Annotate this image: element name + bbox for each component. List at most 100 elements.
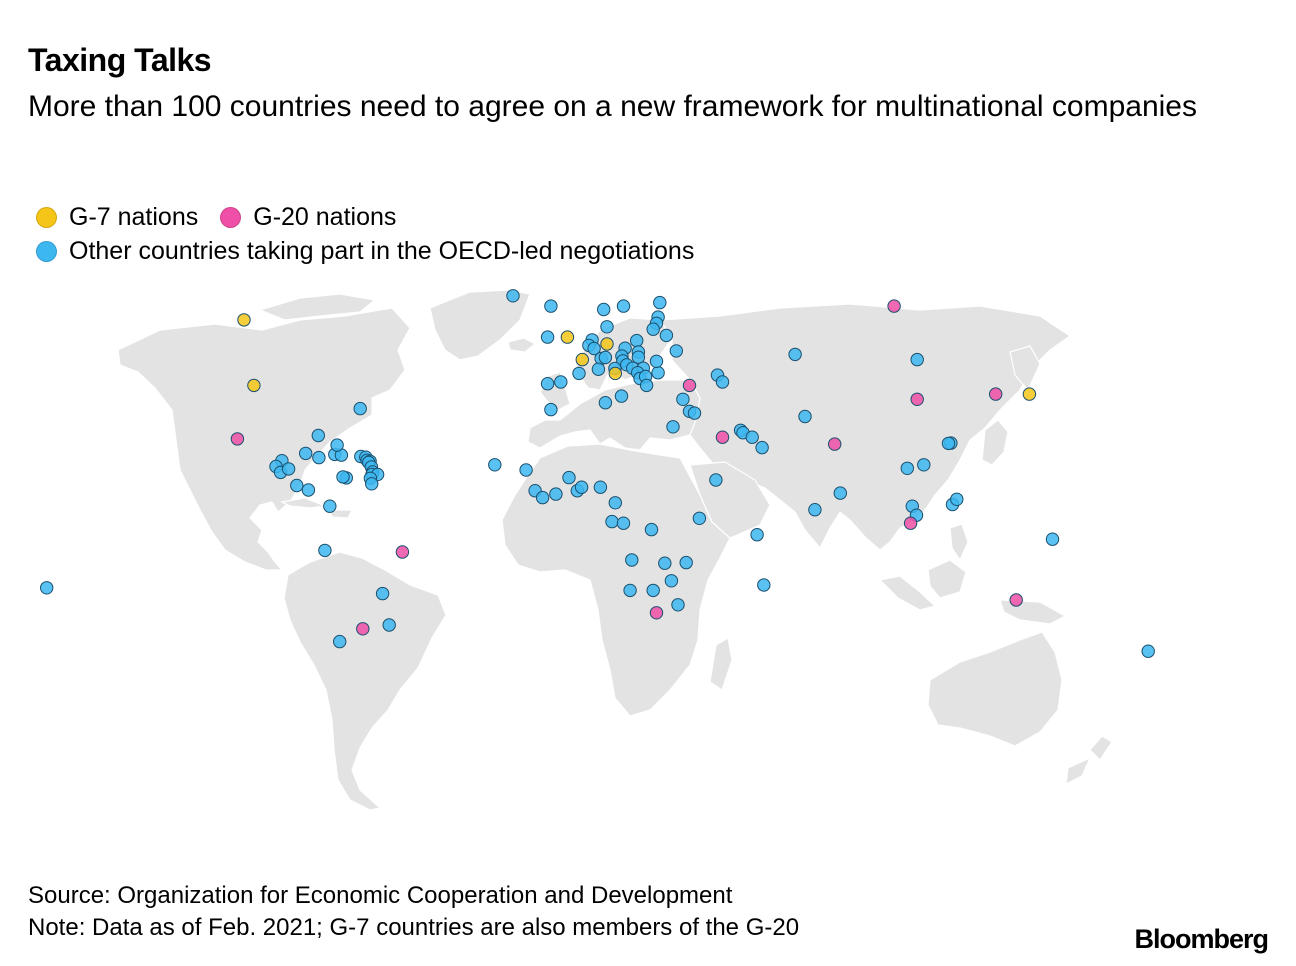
note-text: Note: Data as of Feb. 2021; G-7 countrie… [28,912,799,944]
country-marker-canada [238,314,250,326]
country-marker-sweden [617,300,629,312]
legend-label-g20: G-20 nations [253,203,396,232]
country-marker-macau [942,437,954,449]
legend-label-g7: G-7 nations [69,203,198,232]
country-marker-mauritius [758,579,770,591]
country-marker-djibouti [710,474,722,486]
country-marker-bulgaria [652,367,664,379]
country-marker-italy [609,367,621,379]
source-text: Source: Organization for Economic Cooper… [28,880,799,912]
country-marker-india [829,438,841,450]
country-marker-tunisia [599,397,611,409]
country-marker-china [911,393,923,405]
g20-legend-dot-icon [220,207,241,228]
country-marker-malawi [680,556,692,568]
country-marker-congo [617,517,629,529]
country-marker-peru [319,544,331,556]
country-marker-senegal [520,464,532,476]
country-marker-jamaica [313,451,325,463]
country-marker-denmark [601,321,613,333]
country-marker-chile [334,635,346,647]
country-marker-gabon [606,515,618,527]
country-marker-angola [626,554,638,566]
world-map [0,280,1296,820]
country-marker-russia [888,300,900,312]
land-iceland [508,338,535,352]
country-marker-mongolia [911,353,923,365]
country-marker-paraguay [376,587,388,599]
country-marker-south-africa [650,607,662,619]
country-marker-honduras [282,463,294,475]
country-marker-new-zealand [1142,645,1154,657]
country-marker-zambia [659,557,671,569]
country-marker-turks-and-caicos [331,439,343,451]
land-south-america [284,552,446,810]
country-marker-finland [654,296,666,308]
country-marker-brazil [396,546,408,558]
country-marker-united-kingdom [561,331,573,343]
country-marker-norway [598,303,610,315]
land-borneo [928,560,966,598]
country-marker-faroe-islands [545,300,557,312]
country-marker-turkey [683,379,695,391]
country-marker-thailand [901,462,913,474]
land-north-america [118,308,410,570]
country-marker-bahamas [312,429,324,441]
country-marker-panama [302,484,314,496]
country-marker-poland [631,334,643,346]
country-marker-malta [615,390,627,402]
legend: G-7 nations G-20 nations Other countries… [36,200,716,268]
country-marker-eswatini [672,599,684,611]
country-marker-botswana [647,584,659,596]
country-marker-aruba [337,471,349,483]
g7-legend-dot-icon [36,207,57,228]
land-sumatra-borneo [880,576,935,610]
land-australia [928,632,1062,746]
country-marker-sri-lanka [834,487,846,499]
country-marker-cabo-verde [489,459,501,471]
chart-title: Taxing Talks [28,42,211,79]
country-marker-indonesia [904,517,916,529]
country-marker-iceland [507,290,519,302]
country-marker-morocco [545,403,557,415]
country-marker-oman [756,441,768,453]
country-marker-romania [650,355,662,367]
country-marker-jordan [688,407,700,419]
country-marker-papua-new-guinea [1046,533,1058,545]
country-marker-portugal [541,378,553,390]
country-marker-ireland [541,331,553,343]
chart-subtitle: More than 100 countries need to agree on… [28,86,1268,128]
country-marker-liberia [536,491,548,503]
country-marker-germany [601,338,613,350]
country-marker-cote-d-ivoire [550,488,562,500]
country-marker-ukraine [670,345,682,357]
country-marker-seychelles [751,529,763,541]
country-marker-zimbabwe [665,575,677,587]
country-marker-colombia [324,500,336,512]
country-marker-japan [1023,388,1035,400]
country-marker-belarus [660,329,672,341]
country-marker-uruguay [383,619,395,631]
country-marker-argentina [357,623,369,635]
country-marker-maldives [809,504,821,516]
country-marker-bermuda [354,402,366,414]
other-legend-dot-icon [36,241,57,262]
country-marker-burkina-faso [563,471,575,483]
country-marker-lithuania [647,323,659,335]
country-marker-united-states [248,379,260,391]
country-marker-monaco [592,363,604,375]
source-notes: Source: Organization for Economic Cooper… [28,880,799,944]
country-marker-armenia [716,376,728,388]
land-new-zealand [1066,736,1112,784]
legend-item-g20: G-20 nations [220,203,396,232]
country-marker-vietnam [918,459,930,471]
country-marker-kazakhstan [789,348,801,360]
country-marker-cook-islands [41,582,53,594]
land-madagascar [710,638,732,690]
country-marker-cameroon [609,497,621,509]
land-new-guinea [1000,600,1065,624]
country-marker-greece [640,379,652,391]
country-marker-france [576,353,588,365]
country-marker-australia [1010,594,1022,606]
bloomberg-logo: Bloomberg [1134,924,1268,955]
